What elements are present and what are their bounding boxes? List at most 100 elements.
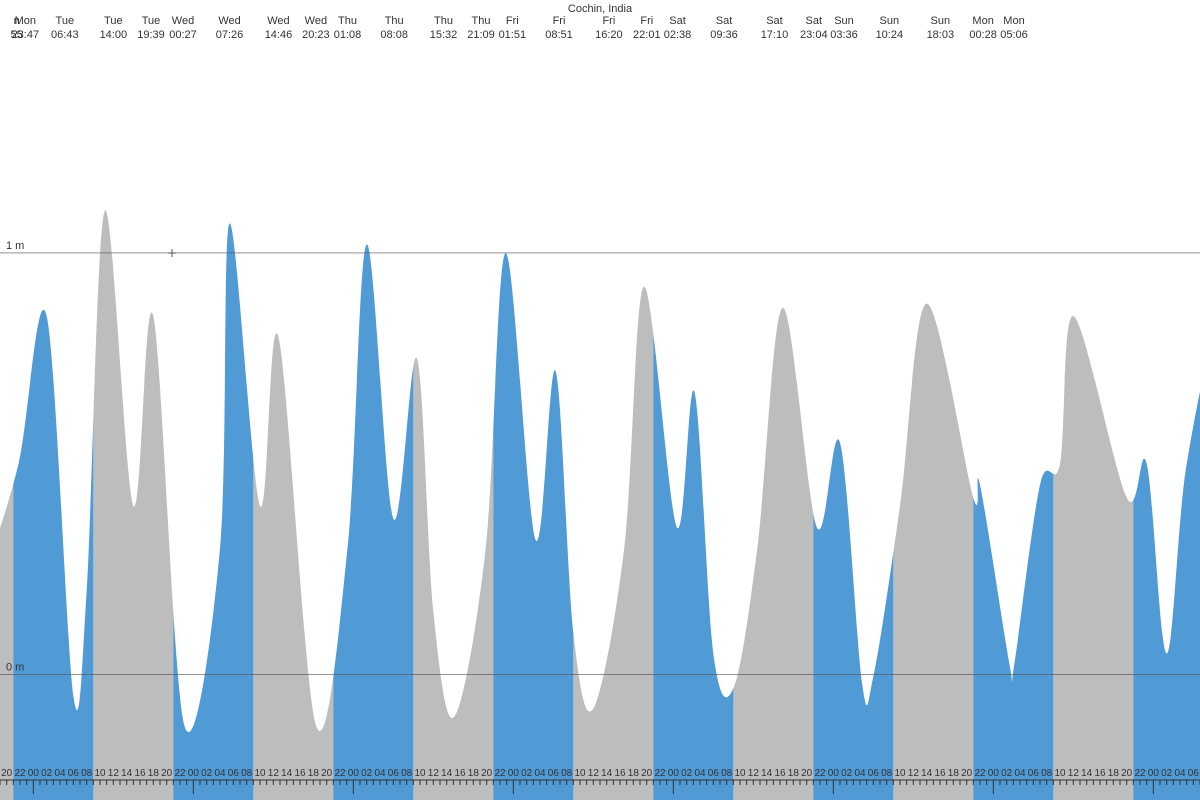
hour-label: 04	[1014, 768, 1026, 779]
svg-text:Mon: Mon	[1003, 15, 1024, 27]
hour-label: 20	[321, 768, 333, 779]
svg-text:Thu: Thu	[338, 15, 357, 27]
hour-label: 14	[921, 768, 933, 779]
hour-label: 20	[1121, 768, 1133, 779]
hour-label: 14	[761, 768, 773, 779]
svg-text:Tue: Tue	[56, 15, 75, 27]
hour-label: 18	[468, 768, 480, 779]
svg-text:20:23: 20:23	[302, 29, 330, 41]
svg-text:Thu: Thu	[472, 15, 491, 27]
svg-text:16:20: 16:20	[595, 29, 623, 41]
hour-label: 04	[694, 768, 706, 779]
hour-label: 04	[54, 768, 66, 779]
svg-text:14:46: 14:46	[265, 29, 293, 41]
hour-label: 00	[28, 768, 40, 779]
hour-label: 18	[1108, 768, 1120, 779]
svg-text:00:27: 00:27	[169, 29, 197, 41]
svg-text:23:47: 23:47	[12, 29, 40, 41]
svg-text:01:51: 01:51	[499, 29, 527, 41]
hour-label: 12	[268, 768, 280, 779]
hour-label: 12	[428, 768, 440, 779]
hour-label: 06	[1028, 768, 1040, 779]
hour-label: 08	[401, 768, 413, 779]
svg-text:Sun: Sun	[834, 15, 854, 27]
hour-label: 18	[148, 768, 160, 779]
svg-text:21:09: 21:09	[467, 29, 495, 41]
hour-label: 08	[241, 768, 253, 779]
svg-text:Mon: Mon	[15, 15, 36, 27]
hour-label: 14	[281, 768, 293, 779]
hour-label: 00	[508, 768, 520, 779]
hour-label: 10	[94, 768, 106, 779]
hour-label: 14	[1081, 768, 1093, 779]
svg-text:Thu: Thu	[385, 15, 404, 27]
hour-label: 10	[254, 768, 266, 779]
svg-text:Tue: Tue	[142, 15, 161, 27]
hour-label: 20	[161, 768, 173, 779]
hour-label: 10	[1054, 768, 1066, 779]
hour-label: 08	[881, 768, 893, 779]
ref-label: 1 m	[6, 240, 24, 252]
hour-label: 16	[614, 768, 626, 779]
svg-text:Thu: Thu	[434, 15, 453, 27]
hour-label: 16	[294, 768, 306, 779]
hour-label: 00	[1148, 768, 1160, 779]
svg-text:00:28: 00:28	[969, 29, 997, 41]
svg-text:08:51: 08:51	[545, 29, 573, 41]
svg-text:Sun: Sun	[931, 15, 951, 27]
svg-text:Sat: Sat	[806, 15, 823, 27]
hour-label: 06	[68, 768, 80, 779]
svg-text:07:26: 07:26	[216, 29, 244, 41]
hour-label: 02	[1161, 768, 1173, 779]
hour-label: 22	[14, 768, 26, 779]
hour-label: 16	[1094, 768, 1106, 779]
hour-label: 14	[121, 768, 133, 779]
hour-label: 00	[668, 768, 680, 779]
hour-label: 00	[828, 768, 840, 779]
svg-text:06:43: 06:43	[51, 29, 79, 41]
svg-text:Wed: Wed	[218, 15, 240, 27]
hour-label: 20	[641, 768, 653, 779]
svg-text:15:32: 15:32	[430, 29, 458, 41]
hour-label: 12	[908, 768, 920, 779]
svg-text:Mon: Mon	[972, 15, 993, 27]
svg-text:Sun: Sun	[880, 15, 900, 27]
hour-label: 16	[134, 768, 146, 779]
hour-label: 02	[361, 768, 373, 779]
ref-label: 0 m	[6, 662, 24, 674]
hour-label: 02	[841, 768, 853, 779]
hour-label: 22	[814, 768, 826, 779]
hour-label: 14	[601, 768, 613, 779]
hour-label: 02	[681, 768, 693, 779]
svg-text:Fri: Fri	[553, 15, 566, 27]
svg-text:Wed: Wed	[305, 15, 327, 27]
chart-title: Cochin, India	[568, 3, 633, 15]
hour-label: 20	[961, 768, 973, 779]
hour-label: 04	[534, 768, 546, 779]
hour-label: 12	[1068, 768, 1080, 779]
svg-text:05:06: 05:06	[1000, 29, 1028, 41]
svg-text:03:36: 03:36	[830, 29, 858, 41]
hour-label: 16	[454, 768, 466, 779]
hour-label: 12	[748, 768, 760, 779]
svg-text:19:39: 19:39	[137, 29, 165, 41]
hour-label: 02	[521, 768, 533, 779]
hour-label: 04	[1174, 768, 1186, 779]
hour-label: 00	[988, 768, 1000, 779]
svg-text:09:36: 09:36	[710, 29, 738, 41]
hour-label: 12	[588, 768, 600, 779]
hour-label: 22	[654, 768, 666, 779]
hour-label: 02	[1001, 768, 1013, 779]
hour-label: 20	[1, 768, 13, 779]
hour-label: 06	[708, 768, 720, 779]
hour-label: 02	[201, 768, 213, 779]
svg-text:22:01: 22:01	[633, 29, 661, 41]
hour-label: 14	[441, 768, 453, 779]
hour-label: 16	[934, 768, 946, 779]
hour-label: 22	[334, 768, 346, 779]
hour-label: 08	[721, 768, 733, 779]
svg-text:Fri: Fri	[506, 15, 519, 27]
hour-label: 06	[1188, 768, 1200, 779]
hour-label: 08	[1041, 768, 1053, 779]
svg-text:17:10: 17:10	[761, 29, 789, 41]
